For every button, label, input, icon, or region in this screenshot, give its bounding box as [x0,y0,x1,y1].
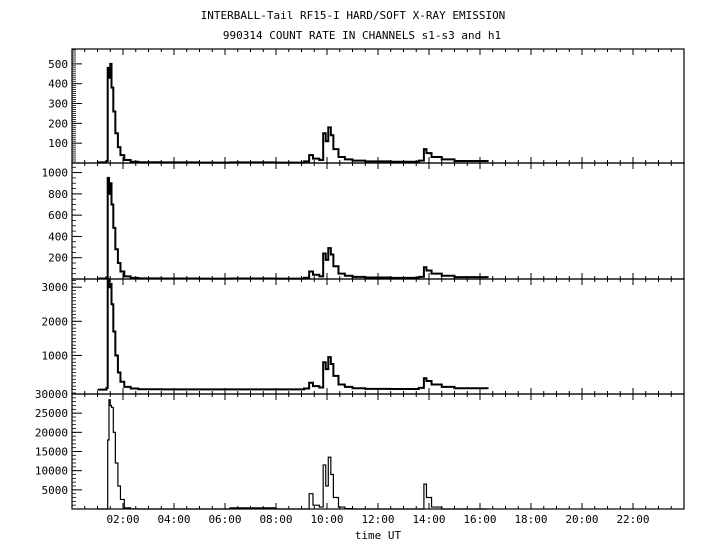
y-tick-label-h1: 5000 [42,484,69,497]
y-tick-label-h1: 30000 [35,388,68,401]
series-line-h1 [97,399,488,510]
panel-frame-s3 [71,278,685,395]
series-line-s1 [97,62,489,164]
x-tick-label: 04:00 [157,513,190,526]
y-tick-label-h1: 20000 [35,426,68,439]
y-tick-label-s2: 200 [48,252,68,265]
y-tick-label-s2: 800 [48,188,68,201]
x-tick-label: 02:00 [106,513,139,526]
y-tick-label-s3: 2000 [42,315,69,328]
y-tick-label-s1: 400 [48,78,68,91]
y-tick-label-s1: 500 [48,58,68,71]
x-tick-label: 22:00 [616,513,649,526]
x-tick-label: 06:00 [208,513,241,526]
y-tick-label-h1: 25000 [35,407,68,420]
x-tick-label: 18:00 [514,513,547,526]
y-tick-label-h1: 10000 [35,465,68,478]
x-tick-label: 08:00 [259,513,292,526]
x-tick-label: 20:00 [565,513,598,526]
x-tick-label: 12:00 [361,513,394,526]
y-tick-label-s3: 1000 [42,349,69,362]
chart-title: INTERBALL-Tail RF15-I HARD/SOFT X-RAY EM… [201,9,506,22]
series-line-s3 [97,278,489,391]
y-tick-label-s2: 1000 [42,167,69,180]
panel-frame-s1 [71,48,685,164]
y-tick-label-s1: 100 [48,137,68,150]
series-line-s2 [97,176,489,280]
y-tick-label-s3: 3000 [42,281,69,294]
y-tick-label-s2: 400 [48,230,68,243]
y-tick-label-h1: 15000 [35,446,68,459]
x-axis-label: time UT [355,529,402,542]
panel-frame-h1 [71,393,685,510]
x-tick-label: 10:00 [310,513,343,526]
y-tick-label-s2: 600 [48,209,68,222]
x-tick-label: 16:00 [463,513,496,526]
y-tick-label-s1: 200 [48,117,68,130]
y-tick-label-s1: 300 [48,98,68,111]
x-tick-label: 14:00 [412,513,445,526]
panel-frame-s2 [71,162,685,280]
chart-subtitle: 990314 COUNT RATE IN CHANNELS s1-s3 and … [223,29,501,42]
